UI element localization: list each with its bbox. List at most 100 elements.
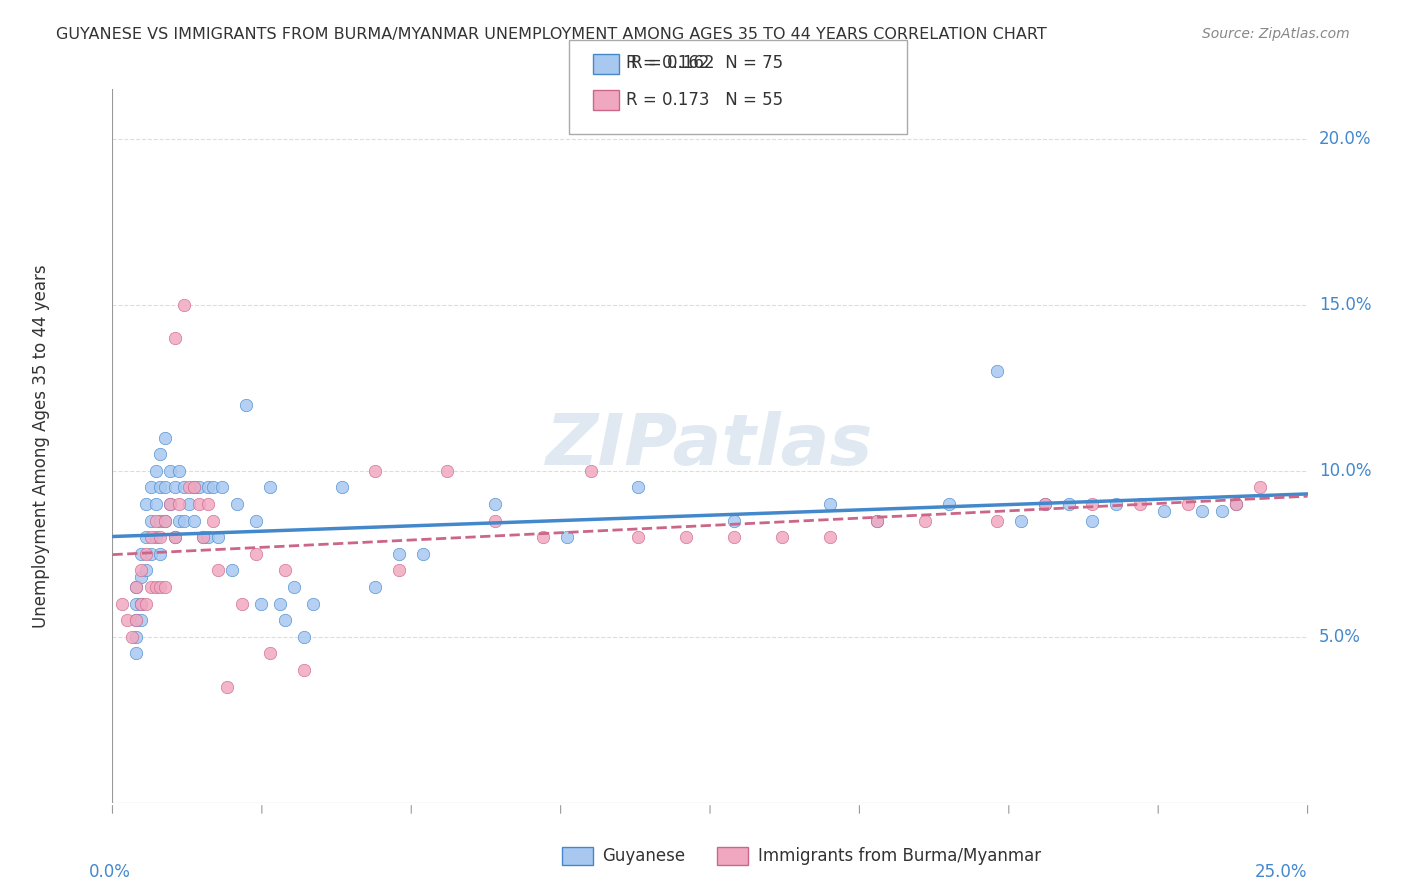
Point — [249, 597, 271, 611]
Text: Guyanese: Guyanese — [602, 847, 685, 865]
Point — [1177, 497, 1199, 511]
Point — [111, 597, 134, 611]
Point — [330, 481, 353, 495]
Point — [1057, 497, 1080, 511]
Point — [866, 514, 889, 528]
Point — [125, 613, 148, 627]
Point — [125, 580, 148, 594]
Point — [139, 547, 162, 561]
Point — [187, 497, 209, 511]
Point — [211, 481, 233, 495]
Point — [273, 613, 295, 627]
Point — [173, 481, 195, 495]
Point — [129, 564, 152, 578]
Point — [135, 530, 157, 544]
Text: R = 0.173   N = 55: R = 0.173 N = 55 — [626, 91, 783, 109]
Point — [283, 580, 305, 594]
Point — [149, 481, 172, 495]
Text: GUYANESE VS IMMIGRANTS FROM BURMA/MYANMAR UNEMPLOYMENT AMONG AGES 35 TO 44 YEARS: GUYANESE VS IMMIGRANTS FROM BURMA/MYANMA… — [56, 27, 1047, 42]
Point — [201, 514, 224, 528]
Point — [169, 514, 191, 528]
Text: 20.0%: 20.0% — [1319, 130, 1371, 148]
Point — [201, 481, 224, 495]
Point — [129, 597, 152, 611]
Point — [292, 663, 315, 677]
Point — [231, 597, 253, 611]
Point — [364, 464, 387, 478]
Point — [197, 530, 219, 544]
Point — [145, 464, 167, 478]
Point — [221, 564, 243, 578]
Point — [259, 647, 281, 661]
Point — [139, 481, 162, 495]
Point — [986, 514, 1008, 528]
Point — [986, 364, 1008, 378]
Point — [866, 514, 889, 528]
Point — [245, 547, 267, 561]
Point — [412, 547, 434, 561]
Point — [1129, 497, 1152, 511]
Point — [818, 497, 841, 511]
Point — [177, 481, 200, 495]
Text: 10.0%: 10.0% — [1319, 462, 1371, 480]
Point — [129, 613, 152, 627]
Point — [1010, 514, 1032, 528]
Text: 15.0%: 15.0% — [1319, 296, 1371, 314]
Point — [149, 530, 172, 544]
Point — [193, 530, 215, 544]
Point — [173, 298, 195, 312]
Point — [1033, 497, 1056, 511]
Point — [135, 564, 157, 578]
Point — [149, 447, 172, 461]
Point — [183, 481, 205, 495]
Text: 25.0%: 25.0% — [1256, 863, 1308, 880]
Point — [159, 497, 181, 511]
Point — [139, 530, 162, 544]
Point — [125, 647, 148, 661]
Point — [121, 630, 143, 644]
Point — [135, 597, 157, 611]
Point — [145, 580, 167, 594]
Point — [125, 613, 148, 627]
Point — [159, 497, 181, 511]
Point — [163, 481, 186, 495]
Point — [163, 331, 186, 345]
Point — [163, 530, 186, 544]
Text: R = 0.162   N = 75: R = 0.162 N = 75 — [626, 54, 783, 72]
Point — [183, 481, 205, 495]
Text: Source: ZipAtlas.com: Source: ZipAtlas.com — [1202, 27, 1350, 41]
Point — [135, 547, 157, 561]
Point — [159, 464, 181, 478]
Point — [723, 530, 745, 544]
Point — [125, 630, 148, 644]
Point — [139, 514, 162, 528]
Point — [723, 514, 745, 528]
Text: Unemployment Among Ages 35 to 44 years: Unemployment Among Ages 35 to 44 years — [32, 264, 49, 628]
Point — [225, 497, 247, 511]
Point — [770, 530, 793, 544]
Point — [1249, 481, 1271, 495]
Point — [125, 580, 148, 594]
Point — [259, 481, 281, 495]
Point — [388, 547, 411, 561]
Point — [938, 497, 960, 511]
Point — [145, 514, 167, 528]
Point — [115, 613, 138, 627]
Point — [163, 530, 186, 544]
Point — [269, 597, 291, 611]
Point — [129, 570, 152, 584]
Point — [139, 580, 162, 594]
Point — [675, 530, 697, 544]
Point — [1081, 514, 1104, 528]
Point — [1211, 504, 1233, 518]
Point — [149, 514, 172, 528]
Point — [1033, 497, 1056, 511]
Point — [187, 481, 209, 495]
Point — [235, 397, 257, 411]
Point — [292, 630, 315, 644]
Point — [579, 464, 602, 478]
Point — [193, 530, 215, 544]
Point — [818, 530, 841, 544]
Point — [153, 481, 176, 495]
Point — [1081, 497, 1104, 511]
